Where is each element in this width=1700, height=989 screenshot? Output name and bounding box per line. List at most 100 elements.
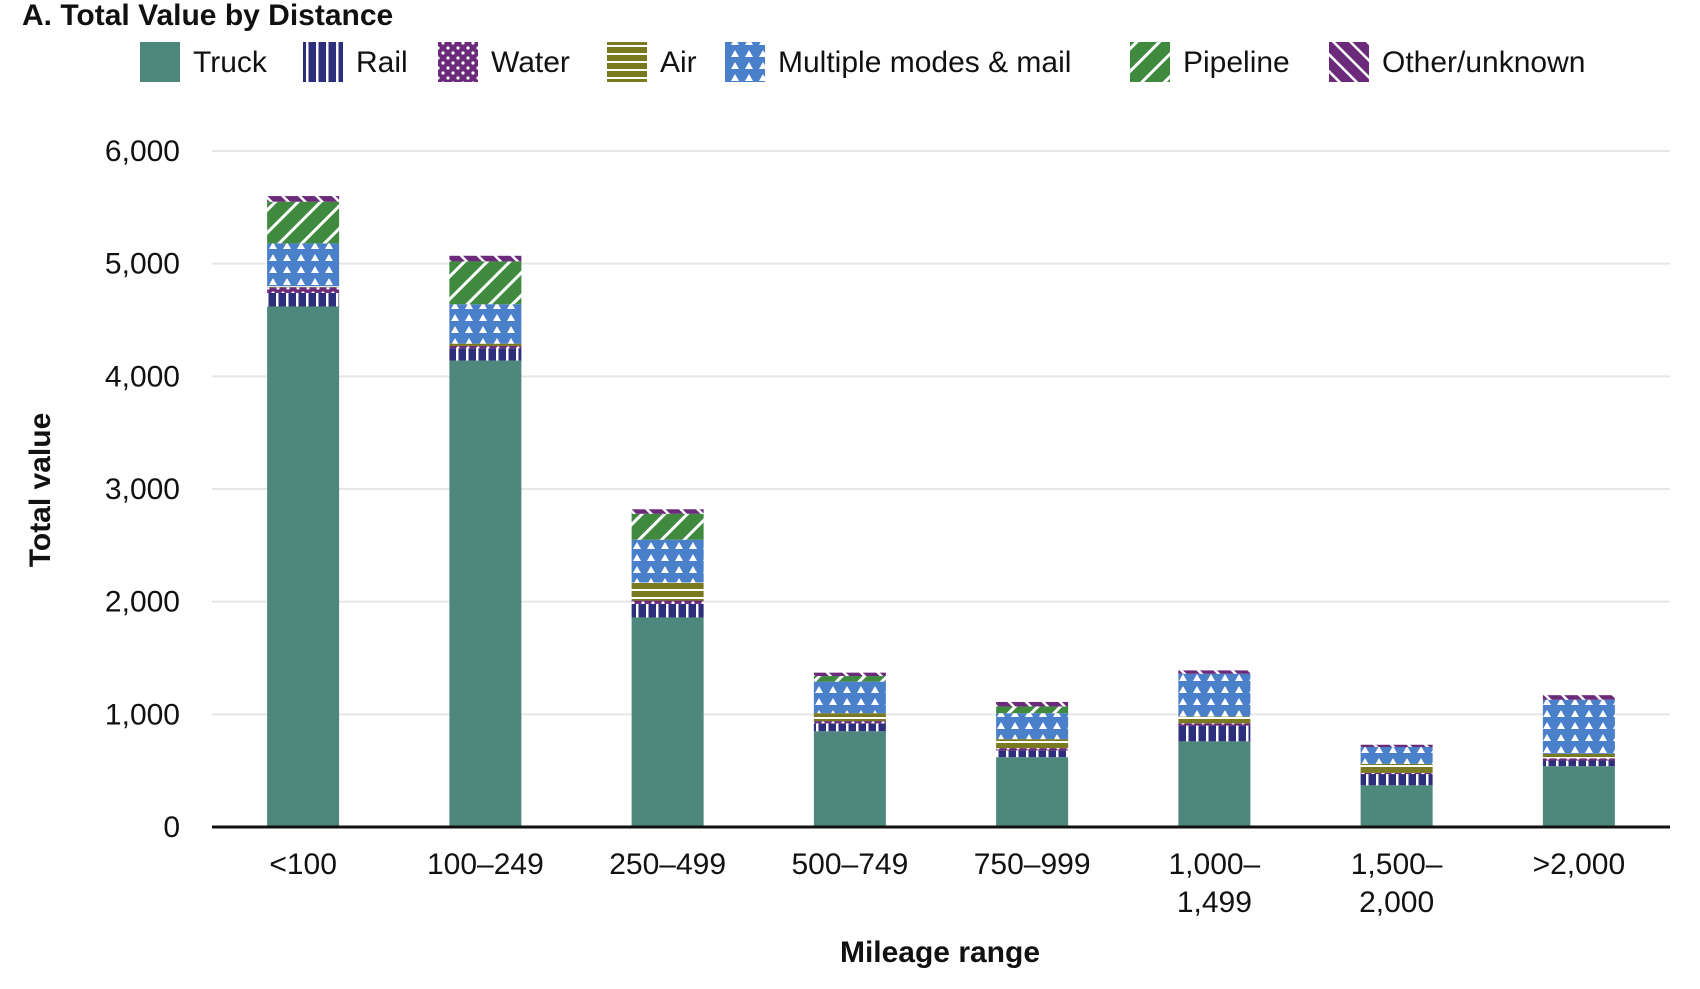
bar-segment-pipeline [449, 261, 522, 305]
bar-segment-rail [1542, 760, 1615, 767]
y-tick-label: 5,000 [105, 248, 180, 281]
x-tick-label: 250–499 [609, 848, 726, 881]
bar-segment-truck [813, 731, 886, 827]
y-axis-label: Total value [24, 413, 57, 567]
x-axis-label: Mileage range [840, 936, 1040, 969]
x-tick-label: 750–999 [974, 848, 1091, 881]
bars [267, 196, 1615, 828]
legend-label-other-unknown: Other/unknown [1382, 46, 1585, 79]
bar-segment-truck [1360, 785, 1433, 827]
legend-label-water: Water [491, 46, 570, 79]
bar-segment-multiple-modes-mail [996, 713, 1069, 740]
bar-segment-water [813, 721, 886, 724]
x-axis: <100 100–249 250–499 500–749 750–999 1,000– 1,… [212, 825, 1670, 919]
bar-segment-other-unknown [1360, 744, 1433, 748]
bar-segment-water [631, 600, 704, 604]
x-tick-label: 500–749 [791, 848, 908, 881]
bar-segment-water [1360, 772, 1433, 775]
x-tick-label: 1,000– 1,499 [1168, 848, 1260, 919]
legend-item-truck: Truck [140, 42, 268, 82]
y-axis: 0 1,000 2,000 3,000 4,000 5,000 6,000 [105, 135, 180, 844]
bar-segment-rail [813, 723, 886, 732]
bar-segment-other-unknown [267, 196, 340, 202]
bar-segment-water [1178, 723, 1251, 726]
bar-segment-water [996, 748, 1069, 751]
x-tick-label: >2,000 [1533, 848, 1626, 881]
bar-segment-air [267, 286, 340, 288]
bar-segment-pipeline [631, 513, 704, 540]
bar-segment-rail [449, 348, 522, 361]
bar-segment-other-unknown [1178, 670, 1251, 674]
bar-segment-pipeline [813, 676, 886, 682]
legend-item-air: Air [607, 42, 697, 82]
bar-segment-multiple-modes-mail [1542, 699, 1615, 754]
bar-segment-air [813, 713, 886, 722]
bar-segment-other-unknown [996, 701, 1069, 707]
x-tick-label: 1,500– 2,000 [1351, 848, 1443, 919]
bar-segment-other-unknown [813, 672, 886, 677]
bar-segment-rail [267, 292, 340, 307]
bar-segment-multiple-modes-mail [267, 243, 340, 287]
y-tick-label: 0 [163, 811, 180, 844]
legend-item-pipeline: Pipeline [1130, 42, 1290, 82]
bar-segment-other-unknown [449, 255, 522, 262]
legend-label-pipeline: Pipeline [1183, 46, 1290, 79]
legend-swatch-pipeline [1130, 42, 1170, 82]
chart-title: A. Total Value by Distance [22, 0, 393, 32]
bar-segment-rail [1178, 725, 1251, 742]
bar-segment-other-unknown [631, 509, 704, 514]
y-tick-label: 3,000 [105, 473, 180, 506]
legend-swatch-air [607, 42, 647, 82]
legend-label-truck: Truck [193, 46, 268, 79]
legend-swatch-rail [303, 42, 343, 82]
gridlines [212, 150, 1670, 716]
x-tick-label: 100–249 [427, 848, 544, 881]
bar-segment-water [267, 287, 340, 293]
bar-segment-air [631, 582, 704, 601]
legend-item-other-unknown: Other/unknown [1329, 42, 1585, 82]
bar-stack [813, 672, 886, 827]
bar-segment-air [996, 739, 1069, 749]
legend-swatch-truck [140, 42, 180, 82]
legend-item-rail: Rail [303, 42, 408, 82]
legend-swatch-water [438, 42, 478, 82]
bar-segment-multiple-modes-mail [813, 681, 886, 714]
bar-stack [267, 196, 340, 828]
y-tick-label: 2,000 [105, 586, 180, 619]
bar-stack [1360, 744, 1433, 827]
bar-segment-rail [996, 750, 1069, 758]
bar-segment-truck [449, 360, 522, 827]
bar-segment-multiple-modes-mail [1178, 673, 1251, 717]
bar-segment-multiple-modes-mail [449, 304, 522, 344]
bar-segment-truck [996, 757, 1069, 827]
bar-segment-air [1178, 716, 1251, 724]
legend-swatch-other-unknown [1329, 42, 1369, 82]
bar-segment-truck [1178, 741, 1251, 827]
bar-segment-truck [1542, 766, 1615, 827]
bar-segment-water [449, 345, 522, 349]
legend-label-air: Air [660, 46, 697, 79]
bar-segment-pipeline [267, 201, 340, 244]
bar-segment-other-unknown [1542, 695, 1615, 700]
legend-item-water: Water [438, 42, 570, 82]
bar-stack [631, 509, 704, 827]
bar-stack [996, 701, 1069, 827]
bar-stack [449, 255, 522, 827]
bar-segment-rail [1360, 774, 1433, 786]
bar-segment-truck [267, 306, 340, 828]
bar-segment-air [449, 343, 522, 346]
legend-swatch-multiple-modes-mail [725, 42, 765, 82]
bar-stack [1542, 695, 1615, 827]
legend-label-rail: Rail [356, 46, 408, 79]
legend-label-multiple-modes-mail: Multiple modes & mail [778, 46, 1071, 79]
y-tick-label: 1,000 [105, 698, 180, 731]
y-tick-label: 6,000 [105, 135, 180, 168]
legend-item-multiple-modes-mail: Multiple modes & mail [725, 42, 1071, 82]
bar-segment-air [1360, 763, 1433, 773]
x-tick-label: <100 [269, 848, 337, 881]
bar-segment-pipeline [996, 706, 1069, 714]
bar-segment-water [1542, 758, 1615, 761]
bar-segment-multiple-modes-mail [631, 539, 704, 583]
bar-segment-air [1542, 753, 1615, 759]
